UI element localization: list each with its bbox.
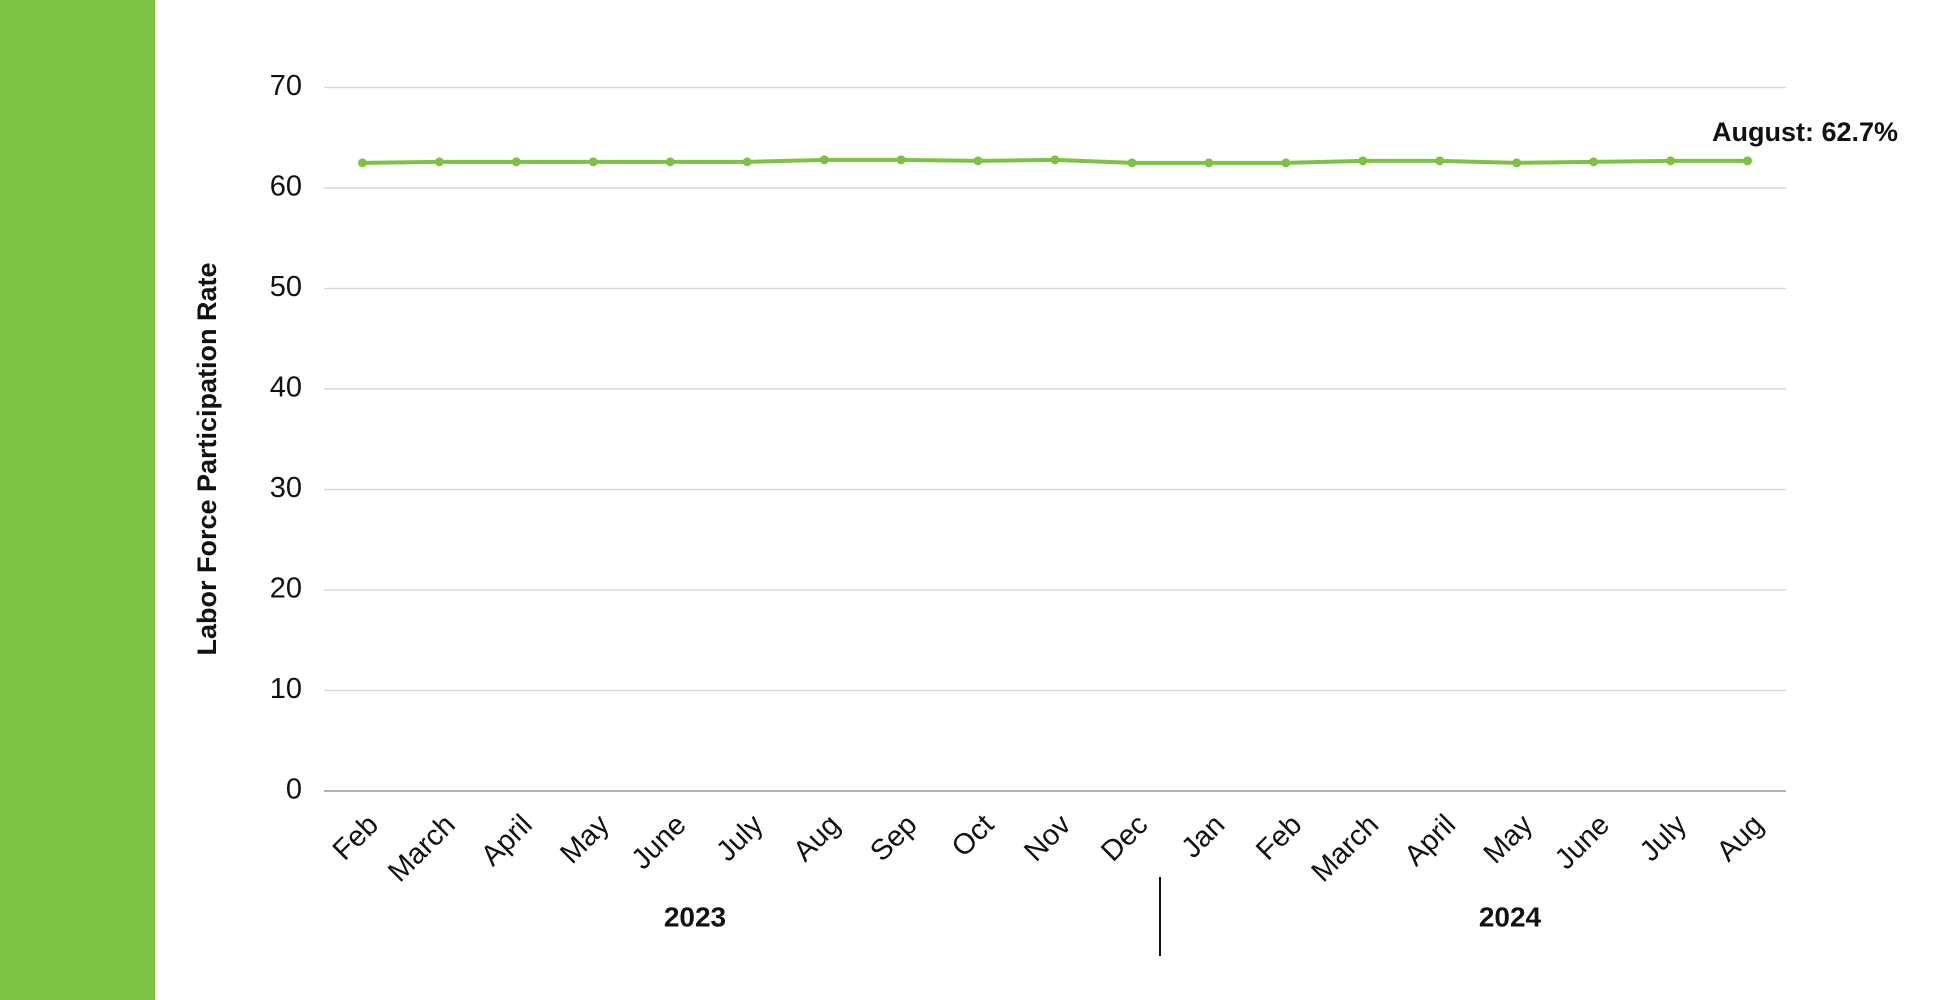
y-tick-label: 60 (270, 171, 302, 203)
data-point (973, 156, 983, 166)
y-tick-label: 50 (270, 271, 302, 303)
side-bar (0, 0, 155, 1000)
x-tick-label: Oct (946, 809, 1001, 864)
data-point (588, 157, 598, 167)
data-point (1281, 158, 1291, 168)
x-tick-label: Sep (864, 809, 923, 868)
x-tick-label: June (1549, 809, 1616, 876)
data-point (1743, 156, 1753, 166)
y-tick-label: 10 (270, 673, 302, 705)
x-tick-label: April (475, 809, 539, 873)
x-tick-label: May (554, 808, 616, 870)
x-tick-label: Nov (1018, 808, 1077, 867)
y-tick-label: 30 (270, 472, 302, 504)
x-tick-label: March (382, 809, 462, 889)
data-point (819, 155, 829, 165)
data-point (1512, 158, 1522, 168)
x-tick-label: Jan (1176, 809, 1232, 865)
x-group-label: 2024 (1479, 901, 1542, 932)
data-point (1127, 158, 1137, 168)
data-point (665, 157, 675, 167)
data-point (1358, 156, 1368, 166)
data-point (1204, 158, 1214, 168)
x-tick-label: Aug (787, 809, 846, 868)
data-point (1666, 156, 1676, 166)
data-point (742, 157, 752, 167)
y-tick-label: 20 (270, 573, 302, 605)
data-point (1435, 156, 1445, 166)
x-tick-label: May (1478, 808, 1540, 870)
data-point (511, 157, 521, 167)
data-point (896, 155, 906, 165)
y-axis-label: Labor Force Participation Rate (192, 262, 222, 655)
y-tick-label: 70 (270, 70, 302, 102)
x-tick-label: July (1634, 808, 1693, 867)
x-group-label: 2023 (664, 901, 726, 932)
data-point (357, 158, 367, 168)
x-tick-label: Feb (327, 809, 385, 867)
x-tick-label: June (626, 809, 693, 876)
data-point (1050, 155, 1060, 165)
x-tick-label: July (710, 808, 769, 867)
data-point (1589, 157, 1599, 167)
data-point (434, 157, 444, 167)
x-tick-label: Dec (1095, 809, 1154, 868)
x-tick-label: March (1306, 809, 1386, 889)
y-tick-label: 40 (270, 372, 302, 404)
x-tick-label: Feb (1250, 809, 1308, 867)
y-tick-label: 0 (286, 774, 302, 806)
x-tick-label: April (1398, 809, 1462, 873)
annotation: August: 62.7% (1712, 117, 1898, 147)
x-tick-label: Aug (1711, 809, 1770, 868)
